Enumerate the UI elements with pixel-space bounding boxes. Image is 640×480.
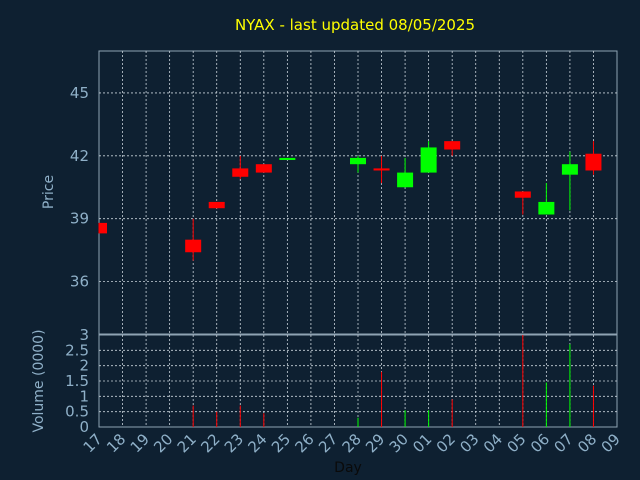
x-tick-label: 18 (103, 430, 129, 456)
volume-axis-label: Volume (0000) (31, 329, 47, 432)
volume-tick-label: 2.5 (65, 341, 89, 359)
x-tick-label: 03 (456, 430, 482, 456)
volume-tick-label: 0 (79, 418, 89, 436)
price-tick-label: 36 (70, 273, 89, 291)
day-axis-label: Day (334, 460, 362, 476)
candle-body (514, 191, 531, 198)
candle-body (279, 157, 296, 161)
candle-body (350, 157, 366, 165)
price-panel: 36 39 42 45 (70, 50, 618, 335)
candle-body (397, 172, 414, 188)
x-tick-label: 08 (574, 430, 600, 456)
x-tick-label: 24 (244, 430, 270, 456)
candle-body (561, 164, 578, 175)
x-tick-label: 30 (386, 430, 412, 456)
x-tick-label: 19 (127, 430, 153, 456)
candle-body (420, 147, 437, 173)
candle-body (538, 201, 555, 215)
x-tick-label: 20 (150, 430, 176, 456)
volume-tick-label: 3 (79, 326, 89, 344)
candle-body (208, 201, 225, 209)
x-tick-label: 07 (551, 430, 577, 456)
x-tick-label: 27 (315, 430, 341, 456)
candle-body (99, 222, 107, 234)
volume-tick-label: 2 (79, 357, 89, 375)
candle-body (185, 239, 202, 253)
x-tick-label: 29 (362, 430, 388, 456)
x-tick-label: 26 (292, 430, 318, 456)
volume-tick-label: 1 (79, 387, 89, 405)
candle-body (585, 153, 602, 171)
x-tick-label: 22 (197, 430, 223, 456)
x-tick-label: 21 (174, 430, 200, 456)
volume-panel: 00.511.522.53 (65, 326, 618, 436)
x-tick-label: 01 (409, 430, 435, 456)
x-tick-label: 02 (433, 430, 459, 456)
candle-body (373, 168, 390, 171)
candle-body (232, 168, 249, 177)
price-tick-label: 39 (70, 210, 89, 228)
x-tick-label: 04 (480, 430, 506, 456)
x-tick-label: 06 (527, 430, 553, 456)
volume-tick-label: 0.5 (65, 403, 89, 421)
candle-body (444, 141, 461, 150)
x-tick-label: 25 (268, 430, 294, 456)
volume-tick-label: 1.5 (65, 372, 89, 390)
price-axis-label: Price (41, 175, 57, 209)
candle-body (255, 164, 272, 173)
price-tick-label: 45 (70, 84, 89, 102)
x-tick-label: 23 (221, 430, 247, 456)
x-tick-label: 28 (339, 430, 365, 456)
x-tick-label: 05 (503, 430, 529, 456)
price-tick-label: 42 (70, 147, 89, 165)
x-tick-label: 09 (598, 430, 624, 456)
chart-title: NYAX - last updated 08/05/2025 (235, 16, 475, 34)
